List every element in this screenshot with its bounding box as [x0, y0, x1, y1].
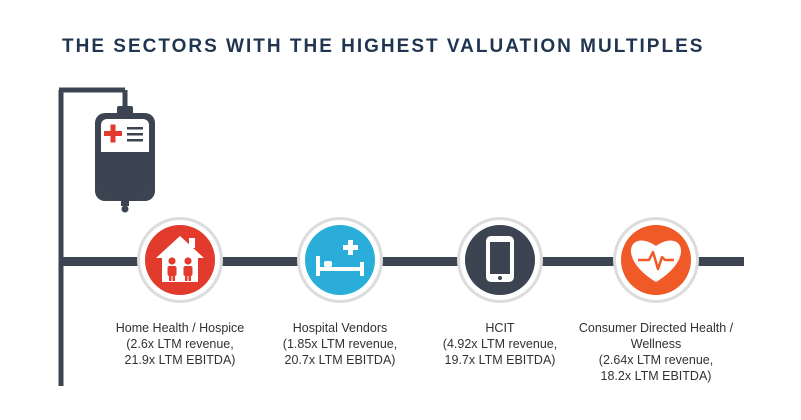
sector-label-line: 19.7x LTM EBITDA) [444, 353, 556, 367]
hospital-bed-icon [297, 217, 383, 303]
tablet-device-icon [457, 217, 543, 303]
sector-label-line: (2.64x LTM revenue, [598, 353, 714, 367]
sector-label: Home Health / Hospice (2.6x LTM revenue, 2… [85, 320, 275, 368]
sector-label: Hospital Vendors (1.85x LTM revenue, 20.7x… [245, 320, 435, 368]
sector-label-line: 21.9x LTM EBITDA) [124, 353, 236, 367]
page-title: THE SECTORS WITH THE HIGHEST VALUATION M… [62, 36, 705, 57]
sector-label-line: Wellness [630, 337, 682, 351]
sector-label-line: 18.2x LTM EBITDA) [600, 369, 712, 383]
sector-label-line: 20.7x LTM EBITDA) [284, 353, 396, 367]
sector-label: HCIT (4.92x LTM revenue, 19.7x LTM EBITDA) [405, 320, 595, 368]
sector-label-line: (2.6x LTM revenue, [126, 337, 234, 351]
sector-label-line: HCIT [485, 321, 515, 335]
sector-label-line: Home Health / Hospice [115, 321, 245, 335]
house-family-icon [137, 217, 223, 303]
sector-label-line: Consumer Directed Health / [578, 321, 734, 335]
sector-label-line: (1.85x LTM revenue, [282, 337, 398, 351]
sector-label-line: Hospital Vendors [292, 321, 388, 335]
heart-pulse-icon [613, 217, 699, 303]
timeline-line [61, 257, 744, 266]
sector-label: Consumer Directed Health / Wellness (2.64x… [561, 320, 751, 384]
iv-bag-icon [95, 90, 155, 213]
sector-label-line: (4.92x LTM revenue, [442, 337, 558, 351]
